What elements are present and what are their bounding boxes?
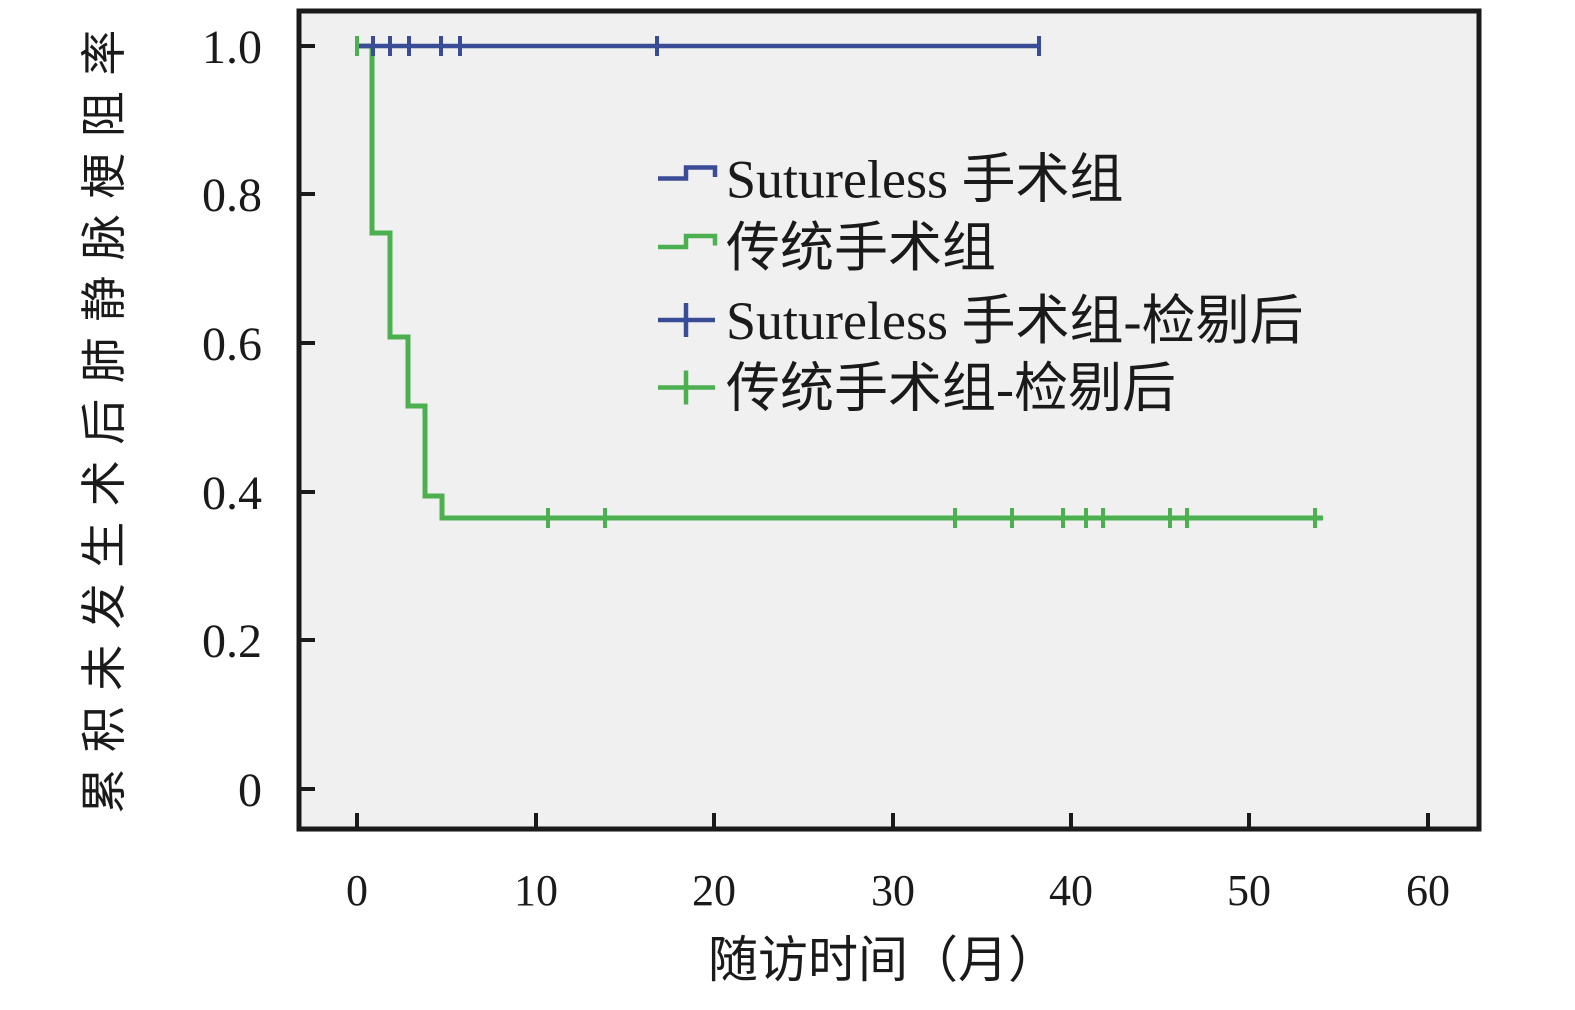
svg-text:0.8: 0.8 [202,169,262,222]
svg-text:0.6: 0.6 [202,318,262,371]
svg-text:40: 40 [1049,866,1093,915]
svg-text:20: 20 [692,866,736,915]
svg-text:60: 60 [1406,866,1450,915]
svg-text:0: 0 [346,866,368,915]
svg-text:累积未发生术后肺静脉梗阻率: 累积未发生术后肺静脉梗阻率 [79,14,130,814]
svg-text:10: 10 [514,866,558,915]
svg-text:Sutureless 手术组: Sutureless 手术组 [726,150,1124,210]
svg-text:随访时间（月）: 随访时间（月） [708,932,1058,988]
svg-text:传统手术组: 传统手术组 [726,218,996,278]
svg-text:0: 0 [238,764,262,817]
svg-text:30: 30 [871,866,915,915]
svg-text:1.0: 1.0 [202,21,262,74]
svg-text:0.2: 0.2 [202,615,262,668]
svg-text:Sutureless 手术组-检剔后: Sutureless 手术组-检剔后 [726,291,1303,351]
svg-text:传统手术组-检剔后: 传统手术组-检剔后 [726,359,1176,419]
svg-text:0.4: 0.4 [202,467,262,520]
svg-text:50: 50 [1227,866,1271,915]
